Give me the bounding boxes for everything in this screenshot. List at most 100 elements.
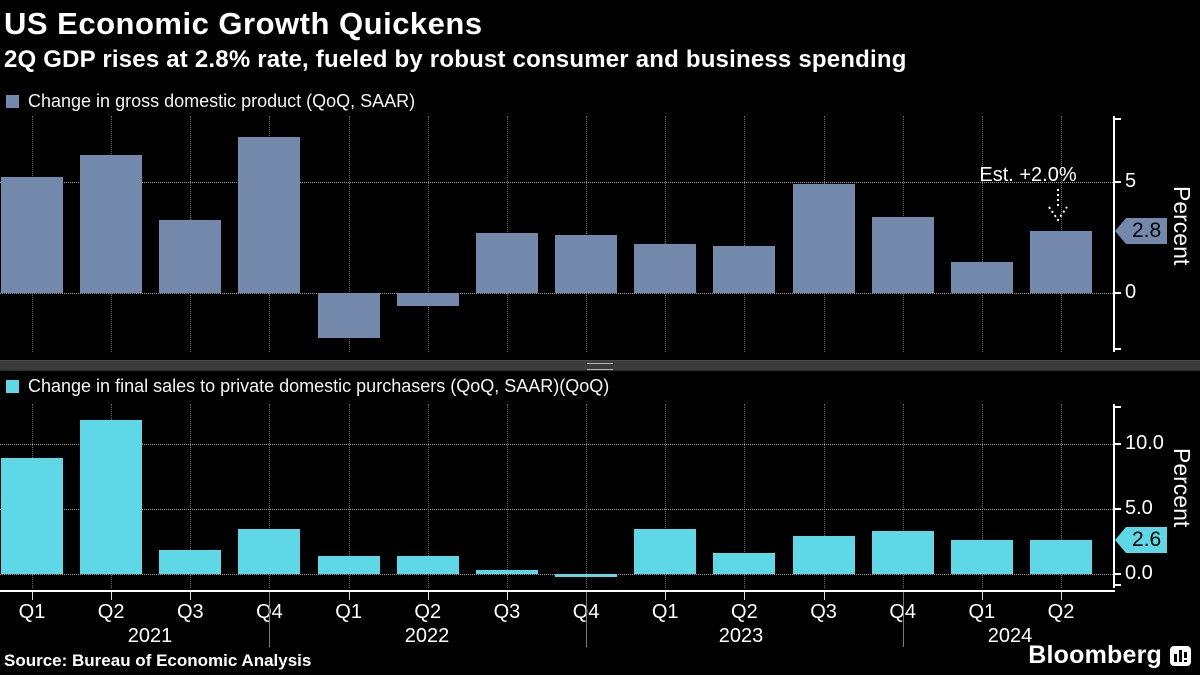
x-axis-tick — [190, 592, 192, 600]
bar — [555, 574, 618, 577]
bar — [871, 217, 934, 293]
gridline-h — [0, 293, 1113, 294]
bar — [80, 420, 143, 575]
gridline-h — [0, 509, 1113, 511]
quarter-label: Q1 — [651, 601, 679, 623]
bloomberg-wordmark: Bloomberg — [1028, 641, 1162, 669]
gridline-v — [427, 116, 429, 352]
bar — [1, 177, 63, 293]
year-label: 2021 — [127, 625, 173, 647]
bar — [1030, 230, 1092, 293]
estimate-annotation: Est. +2.0% — [979, 164, 1077, 186]
bar — [159, 549, 222, 575]
x-axis-line — [0, 590, 1115, 592]
gridline-v — [1061, 404, 1062, 588]
bloomberg-logo: Bloomberg — [1028, 641, 1192, 670]
bar — [555, 235, 618, 293]
gridline-v — [744, 116, 746, 352]
bar — [317, 556, 380, 575]
bar — [159, 219, 222, 293]
panel-splitter[interactable] — [0, 360, 1200, 371]
x-axis-tick — [823, 592, 825, 600]
gridline-v — [981, 116, 983, 352]
quarter-label: Q3 — [810, 601, 837, 623]
year-divider-tick — [269, 592, 271, 647]
x-axis-tick — [32, 592, 33, 600]
x-axis-tick — [427, 592, 429, 600]
bar — [475, 570, 538, 575]
bar — [950, 261, 1013, 293]
gridline-v — [586, 116, 588, 352]
gridline-v — [586, 404, 588, 588]
bar — [871, 531, 934, 575]
gridline-v — [269, 404, 271, 588]
gridline-v — [902, 404, 904, 588]
y-axis-label: 0 — [1125, 281, 1137, 303]
legend-swatch-final-sales — [6, 380, 19, 393]
bar — [1030, 540, 1092, 575]
gridline-v — [190, 404, 192, 588]
source-note: Source: Bureau of Economic Analysis — [4, 651, 312, 670]
y-axis-label: 5.0 — [1125, 497, 1153, 520]
x-axis-tick — [981, 592, 983, 600]
x-axis-tick — [665, 592, 667, 600]
bar — [238, 137, 301, 293]
legend-swatch-gdp — [6, 95, 19, 108]
y-axis-label: 5 — [1125, 169, 1137, 192]
gridline-v — [744, 404, 746, 588]
year-divider-tick — [902, 592, 904, 647]
splitter-grip-icon[interactable] — [587, 363, 613, 370]
value-tag-arrow — [1115, 217, 1126, 244]
bar — [713, 246, 776, 293]
estimate-arrow-icon — [1044, 189, 1072, 225]
gridline-h — [0, 443, 1113, 445]
bar — [475, 232, 538, 293]
quarter-label: Q1 — [968, 601, 996, 623]
legend-label-final-sales: Change in final sales to private domesti… — [28, 376, 610, 396]
gridline-h — [0, 181, 1113, 183]
value-tag-arrow — [1115, 527, 1126, 554]
x-axis-tick — [744, 592, 746, 600]
page-subtitle: 2Q GDP rises at 2.8% rate, fueled by rob… — [4, 46, 907, 73]
y-axis-label: 10.0 — [1125, 431, 1164, 454]
y-axis-tick — [1113, 573, 1121, 576]
y-axis-end-tick — [1113, 584, 1121, 586]
gridline-v — [348, 116, 350, 352]
bar — [713, 553, 776, 575]
y-axis-tick — [1113, 180, 1121, 183]
y-axis-end-tick — [1113, 348, 1121, 350]
year-label: 2024 — [987, 625, 1033, 647]
y-axis-tick — [1113, 508, 1121, 511]
bar — [1, 458, 63, 575]
gridline-v — [665, 116, 667, 352]
x-axis-tick — [506, 592, 508, 600]
x-axis-tick — [111, 592, 113, 600]
gridline-v — [427, 404, 429, 588]
y-axis-tick — [1113, 442, 1121, 445]
value-tag: 2.6 — [1126, 527, 1168, 554]
year-divider-tick — [586, 592, 588, 647]
gridline-v — [823, 404, 825, 588]
quarter-label: Q1 — [18, 601, 46, 623]
year-label: 2023 — [718, 625, 764, 647]
bar — [634, 244, 697, 293]
bar — [396, 556, 459, 575]
bar — [792, 536, 855, 575]
gridline-v — [506, 404, 508, 588]
quarter-label: Q2 — [414, 601, 442, 623]
bar — [950, 540, 1013, 575]
quarter-label: Q2 — [97, 601, 125, 623]
page-title: US Economic Growth Quickens — [4, 6, 483, 41]
y-axis-line — [1113, 116, 1115, 352]
bar — [80, 154, 143, 293]
x-axis-tick — [1061, 592, 1062, 600]
x-axis-tick — [348, 592, 350, 600]
gridline-v — [348, 404, 350, 588]
year-label: 2022 — [404, 625, 450, 647]
quarter-label: Q1 — [335, 601, 362, 623]
y-axis-end-tick — [1113, 118, 1121, 120]
bar — [396, 293, 459, 307]
y-axis-tick — [1113, 292, 1121, 294]
bar — [317, 293, 380, 338]
